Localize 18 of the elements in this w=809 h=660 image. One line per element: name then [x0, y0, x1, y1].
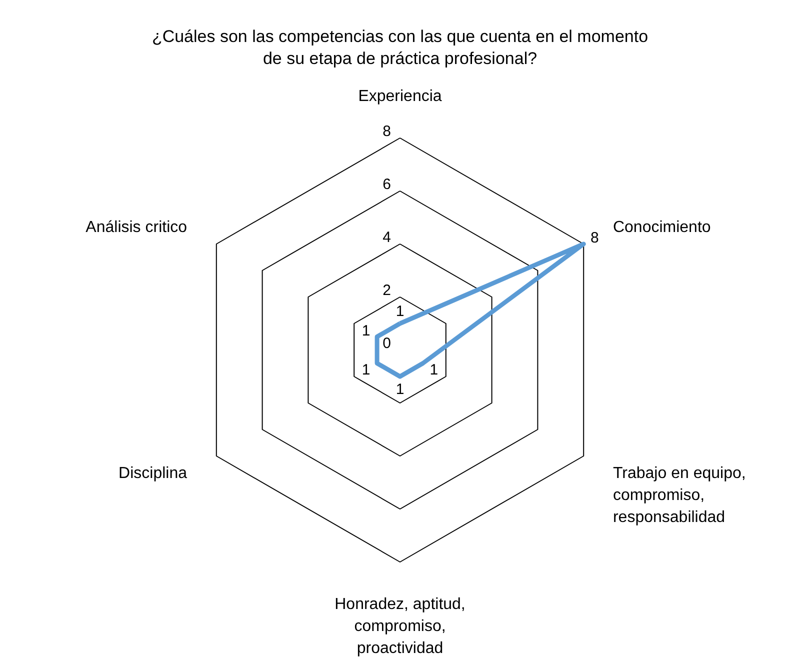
data-label: 1 [396, 381, 404, 398]
data-label: 1 [430, 362, 438, 379]
data-label: 1 [396, 302, 404, 320]
spoke-label: Honradez, aptitud, compromiso, proactividad [334, 596, 466, 657]
chart-title: ¿Cuáles son las competencias con las que cuenta en el momento de su etapa de práctica profesional? [152, 27, 648, 68]
spoke-label: Disciplina [118, 464, 188, 482]
spoke-label: Experiencia [358, 88, 442, 106]
data-label: 1 [362, 322, 370, 340]
y-tick-label: 0 [382, 335, 391, 352]
y-tick-label: 4 [382, 229, 391, 246]
data-label: 1 [362, 362, 370, 379]
y-tick-label: 2 [382, 282, 391, 299]
y-tick-label: 8 [382, 123, 391, 140]
spoke-label: Análisis critico [86, 219, 188, 236]
y-tick-label: 6 [382, 176, 391, 193]
spoke-label: Trabajo en equipo, compromiso, responsabilidad [612, 464, 746, 526]
data-label: 8 [590, 230, 599, 247]
spoke-label: Conocimiento [612, 219, 711, 236]
